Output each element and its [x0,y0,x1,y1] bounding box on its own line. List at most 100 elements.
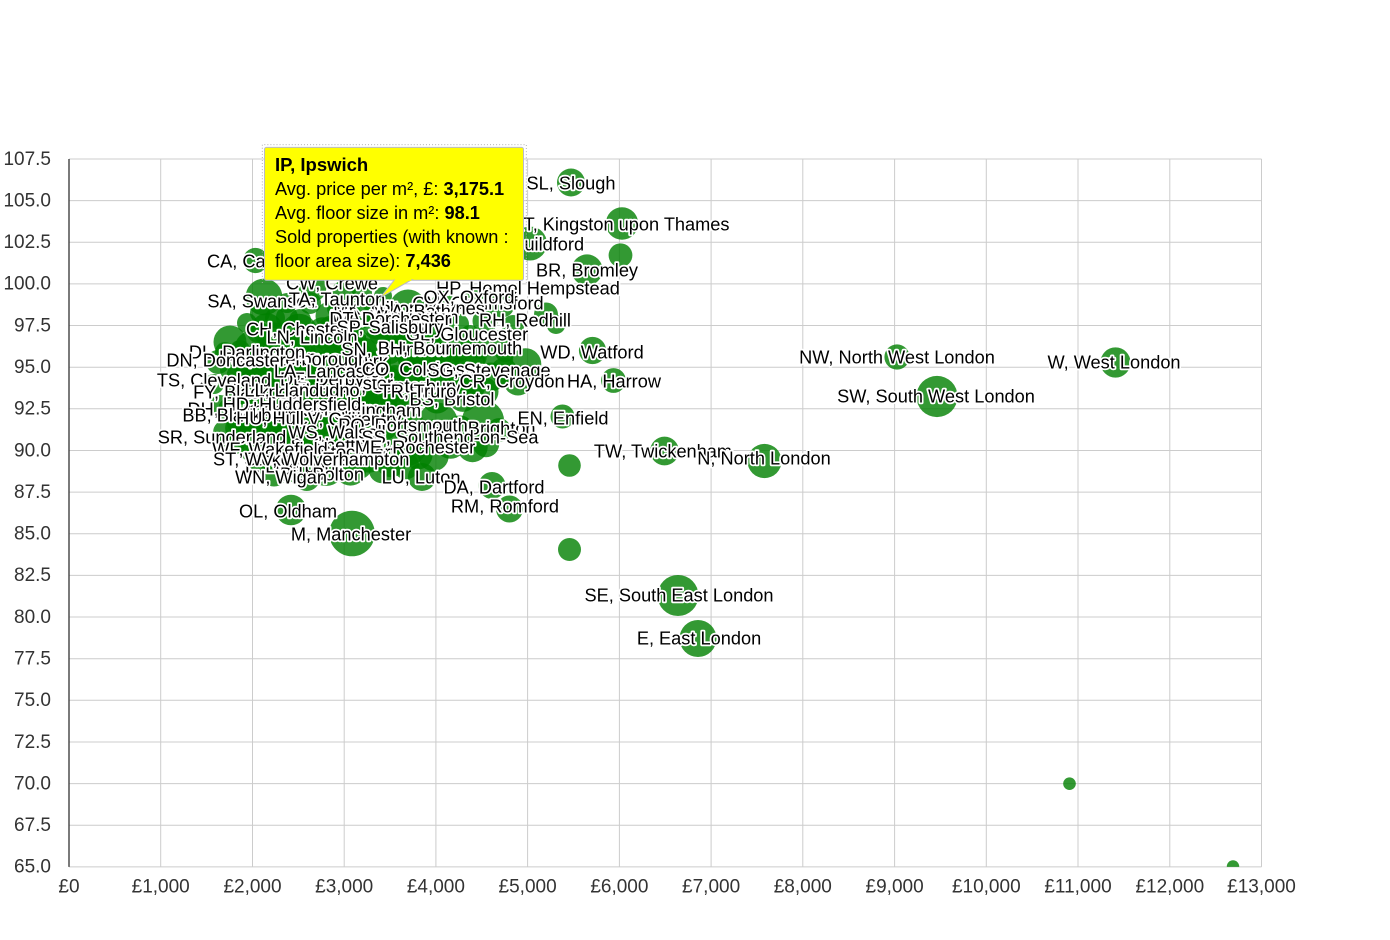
svg-text:BB, Blackburn: BB, Blackburn [182,405,297,425]
svg-text:95.0: 95.0 [14,357,51,378]
svg-text:92.5: 92.5 [14,399,51,420]
svg-text:OX, Oxford: OX, Oxford [424,287,515,307]
svg-text:Sold properties (with known :: Sold properties (with known : [275,227,509,247]
svg-text:ST, Stoke-on-Trent: ST, Stoke-on-Trent [213,449,365,469]
svg-text:WA, Warrington: WA, Warrington [331,307,458,327]
svg-text:100.0: 100.0 [3,274,51,295]
svg-text:OL, Oldham: OL, Oldham [239,501,337,521]
svg-text:£8,000: £8,000 [774,877,832,898]
svg-text:BN, Brighton: BN, Brighton [432,418,535,438]
svg-text:WS, Walsall: WS, Walsall [288,422,385,442]
svg-text:£3,000: £3,000 [315,877,373,898]
svg-text:70.0: 70.0 [14,773,51,794]
svg-text:WN, Wigan: WN, Wigan [235,467,327,487]
svg-text:WD, Watford: WD, Watford [540,342,643,362]
svg-text:SP, Salisbury: SP, Salisbury [337,317,445,337]
svg-text:RH, Redhill: RH, Redhill [479,310,571,330]
svg-text:HP, Hemel Hempstead: HP, Hemel Hempstead [436,278,620,298]
svg-text:SN, Swindon: SN, Swindon [341,339,446,359]
svg-text:77.5: 77.5 [14,649,51,670]
svg-text:ME, Rochester: ME, Rochester [355,437,475,457]
svg-text:£7,000: £7,000 [682,877,740,898]
svg-text:90.0: 90.0 [14,440,51,461]
svg-text:87.5: 87.5 [14,482,51,503]
svg-text:67.5: 67.5 [14,815,51,836]
svg-text:NW, North West London: NW, North West London [799,347,995,367]
svg-text:KT, Kingston upon Thames: KT, Kingston upon Thames [511,214,729,234]
svg-text:£0: £0 [58,877,79,898]
svg-text:DH, Durham: DH, Durham [187,399,288,419]
svg-text:Avg. floor size in m²: 98.1: Avg. floor size in m²: 98.1 [275,203,480,223]
svg-text:TW, Twickenham: TW, Twickenham [594,441,732,461]
svg-text:BS, Bristol: BS, Bristol [410,389,495,409]
svg-text:97.5: 97.5 [14,315,51,336]
svg-text:BA, Bath: BA, Bath [379,301,451,321]
svg-text:HA, Harrow: HA, Harrow [567,371,662,391]
svg-text:floor area size): 7,436: floor area size): 7,436 [275,251,451,271]
svg-text:75.0: 75.0 [14,690,51,711]
svg-text:CH, Chester: CH, Chester [246,319,346,339]
svg-text:SA, Swansea: SA, Swansea [207,291,317,311]
svg-text:DA, Dartford: DA, Dartford [443,477,544,497]
svg-text:PO, Portsmouth: PO, Portsmouth [338,415,467,435]
svg-text:82.5: 82.5 [14,565,51,586]
svg-text:CV, Coventry: CV, Coventry [295,409,402,429]
svg-text:105.0: 105.0 [3,190,51,211]
svg-text:DE, Derby: DE, Derby [280,369,365,389]
svg-text:LA, Lancaster: LA, Lancaster [274,361,386,381]
svg-text:DL, Darlington: DL, Darlington [189,342,305,362]
svg-text:£13,000: £13,000 [1227,877,1296,898]
svg-text:HU, Hull: HU, Hull [236,408,304,428]
svg-text:MK, Milton Keynes: MK, Milton Keynes [333,298,485,318]
svg-text:SK, Stockport: SK, Stockport [284,442,395,462]
svg-text:N, North London: N, North London [697,448,830,468]
svg-text:£4,000: £4,000 [407,877,465,898]
svg-text:TR, Truro: TR, Truro [380,381,457,401]
svg-text:102.5: 102.5 [3,232,51,253]
svg-text:PR, Preston: PR, Preston [219,347,317,367]
svg-text:IP, Ipswich: IP, Ipswich [275,154,368,175]
svg-text:DT, Dorchester: DT, Dorchester [329,309,450,329]
svg-text:WF, Wakefield: WF, Wakefield [212,439,328,459]
svg-text:£6,000: £6,000 [590,877,648,898]
svg-text:BR, Bromley: BR, Bromley [536,260,639,280]
svg-text:LN, Lincoln: LN, Lincoln [267,327,358,347]
svg-text:WV, Wolverhampton: WV, Wolverhampton [245,449,410,469]
svg-text:£11,000: £11,000 [1044,877,1111,898]
svg-text:£2,000: £2,000 [223,877,281,898]
svg-text:65.0: 65.0 [14,857,51,878]
svg-text:BL, Bolton: BL, Bolton [280,464,364,484]
svg-text:S, Sheffield: S, Sheffield [291,435,384,455]
svg-text:YO, York: YO, York [316,351,389,371]
svg-text:Avg. price per m², £: 3,175.1: Avg. price per m², £: 3,175.1 [275,179,504,199]
svg-text:GL, Gloucester: GL, Gloucester [406,324,528,344]
svg-text:BH, Bournemouth: BH, Bournemouth [378,338,523,358]
svg-text:CO, Colchester: CO, Colchester [362,359,486,379]
svg-text:£12,000: £12,000 [1135,877,1204,898]
svg-text:E, East London: E, East London [637,628,761,648]
svg-text:SS, Southend-on-Sea: SS, Southend-on-Sea [362,427,540,447]
svg-text:£9,000: £9,000 [866,877,924,898]
svg-text:£10,000: £10,000 [952,877,1021,898]
svg-text:LU, Luton: LU, Luton [382,467,461,487]
svg-text:L, Liverpool: L, Liverpool [245,456,339,476]
svg-text:PE, Peterborough: PE, Peterborough [224,349,369,369]
svg-text:SE, South East London: SE, South East London [584,585,773,605]
svg-text:TA, Taunton: TA, Taunton [289,289,385,309]
svg-text:85.0: 85.0 [14,524,51,545]
svg-text:CM, Chelmsford: CM, Chelmsford [412,293,543,313]
svg-text:80.0: 80.0 [14,607,51,628]
svg-text:CT, Canterbury: CT, Canterbury [339,376,462,396]
svg-text:DN, Doncaster: DN, Doncaster [166,350,285,370]
svg-text:£5,000: £5,000 [499,877,557,898]
svg-text:SW, South West London: SW, South West London [837,386,1035,406]
svg-text:72.5: 72.5 [14,732,51,753]
svg-text:FY, Blackpool: FY, Blackpool [193,382,303,402]
svg-text:CR, Croydon: CR, Croydon [459,371,564,391]
svg-text:HD, Huddersfield: HD, Huddersfield [223,394,361,414]
svg-text:M, Manchester: M, Manchester [291,524,411,544]
svg-text:NG, Nottingham: NG, Nottingham [291,400,421,420]
svg-text:RM, Romford: RM, Romford [451,496,559,516]
svg-text:LE, Leicester: LE, Leicester [287,373,393,393]
svg-text:107.5: 107.5 [3,149,51,170]
